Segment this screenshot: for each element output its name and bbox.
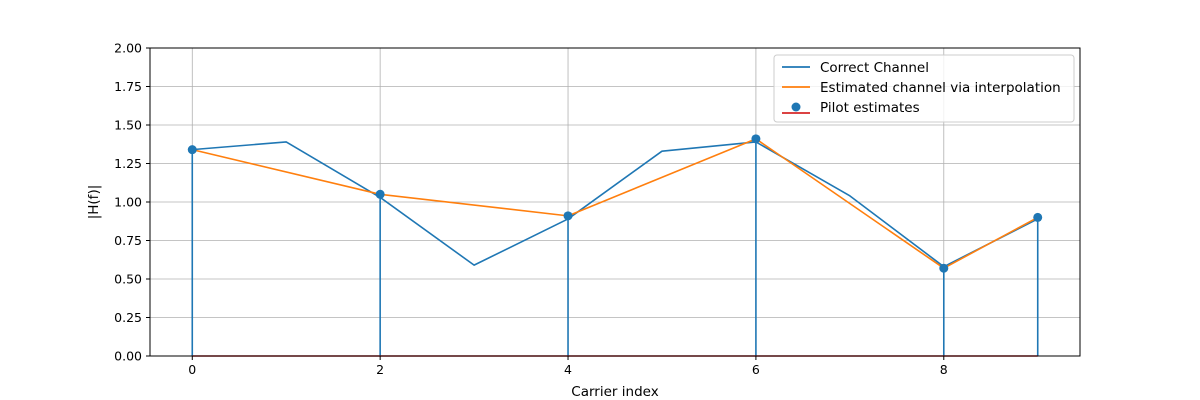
- y-tick-label: 2.00: [114, 41, 142, 56]
- legend-label: Correct Channel: [820, 60, 929, 76]
- x-tick-label: 0: [188, 362, 196, 377]
- y-tick-label: 1.75: [114, 79, 142, 94]
- x-axis-ticks: 0 2 4 6 8: [188, 356, 948, 377]
- y-tick-label: 1.00: [114, 195, 142, 210]
- pilot-marker: [939, 263, 949, 273]
- legend-box: [773, 54, 1075, 123]
- y-tick-label: 0.00: [114, 349, 142, 364]
- legend-swatch-marker: [791, 102, 801, 112]
- series-line-1: [192, 138, 1039, 270]
- pilot-marker: [375, 189, 385, 199]
- series-line-0: [192, 141, 1039, 268]
- series-lines: [192, 138, 1039, 270]
- y-tick-label: 0.25: [114, 310, 142, 325]
- legend: Correct Channel Estimated channel via int…: [773, 54, 1075, 123]
- x-tick-label: 4: [564, 362, 572, 377]
- y-tick-label: 1.25: [114, 156, 142, 171]
- y-tick-label: 0.50: [114, 272, 142, 287]
- x-axis-label: Carrier index: [571, 384, 658, 400]
- pilot-marker: [187, 145, 197, 155]
- pilot-marker: [563, 211, 573, 221]
- y-tick-label: 0.75: [114, 233, 142, 248]
- pilot-marker: [1033, 212, 1043, 222]
- x-tick-label: 2: [376, 362, 384, 377]
- y-axis-ticks: 0.00 0.25 0.50 0.75 1.00 1.25 1.50 1.75 2.00: [114, 41, 150, 364]
- x-tick-label: 6: [752, 362, 760, 377]
- pilot-markers: [187, 134, 1043, 273]
- x-tick-label: 8: [940, 362, 948, 377]
- legend-label: Pilot estimates: [820, 100, 920, 116]
- legend-label: Estimated channel via interpolation: [820, 80, 1061, 96]
- y-tick-label: 1.50: [114, 118, 142, 133]
- pilot-marker: [751, 134, 761, 144]
- y-axis-label: |H(f)|: [86, 185, 102, 220]
